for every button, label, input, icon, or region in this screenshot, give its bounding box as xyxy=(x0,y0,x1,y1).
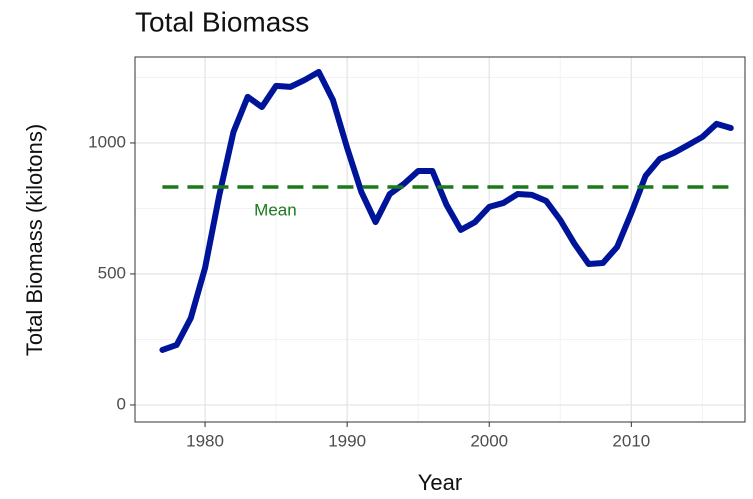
x-tick-label: 2010 xyxy=(612,431,650,450)
y-tick-label: 500 xyxy=(98,263,126,282)
data-line xyxy=(159,68,734,353)
x-axis-label: Year xyxy=(418,470,462,495)
y-axis-label: Total Biomass (kilotons) xyxy=(22,124,47,356)
chart-title: Total Biomass xyxy=(135,6,309,37)
y-tick-label: 0 xyxy=(117,394,126,413)
x-tick-label: 1980 xyxy=(186,431,224,450)
x-tick-label: 2000 xyxy=(470,431,508,450)
y-tick-label: 1000 xyxy=(88,132,126,151)
mean-label: Mean xyxy=(254,200,297,219)
x-tick-label: 1990 xyxy=(328,431,366,450)
plot-border xyxy=(134,56,746,423)
